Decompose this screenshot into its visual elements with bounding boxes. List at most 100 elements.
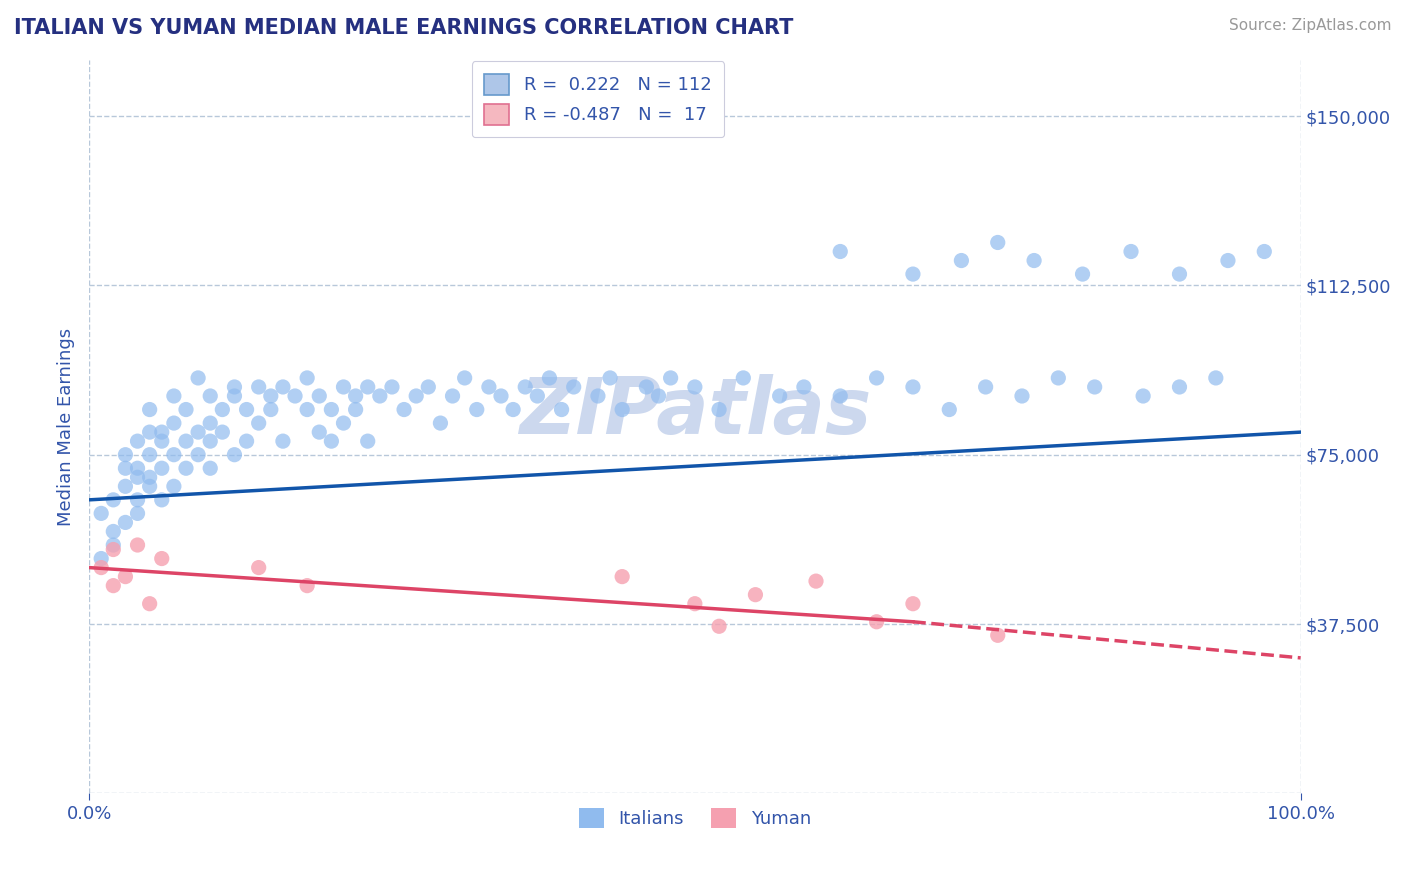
Point bbox=[636, 380, 658, 394]
Point bbox=[599, 371, 621, 385]
Point bbox=[1071, 267, 1094, 281]
Point bbox=[1047, 371, 1070, 385]
Point bbox=[332, 380, 354, 394]
Point bbox=[150, 434, 173, 449]
Point bbox=[865, 371, 887, 385]
Point bbox=[127, 470, 149, 484]
Point bbox=[550, 402, 572, 417]
Point bbox=[114, 569, 136, 583]
Point bbox=[441, 389, 464, 403]
Text: Source: ZipAtlas.com: Source: ZipAtlas.com bbox=[1229, 18, 1392, 33]
Point bbox=[127, 507, 149, 521]
Point bbox=[793, 380, 815, 394]
Point bbox=[200, 434, 222, 449]
Text: ZIPatlas: ZIPatlas bbox=[519, 374, 870, 450]
Point bbox=[515, 380, 537, 394]
Point bbox=[138, 470, 160, 484]
Point bbox=[332, 416, 354, 430]
Point bbox=[174, 434, 197, 449]
Point bbox=[247, 416, 270, 430]
Point bbox=[804, 574, 827, 588]
Point bbox=[114, 461, 136, 475]
Point bbox=[453, 371, 475, 385]
Point bbox=[295, 579, 318, 593]
Point bbox=[150, 461, 173, 475]
Point bbox=[138, 402, 160, 417]
Point bbox=[103, 538, 125, 552]
Point bbox=[284, 389, 307, 403]
Point bbox=[150, 492, 173, 507]
Point bbox=[224, 389, 246, 403]
Point bbox=[235, 402, 257, 417]
Point bbox=[174, 402, 197, 417]
Point bbox=[114, 448, 136, 462]
Point bbox=[744, 588, 766, 602]
Point bbox=[127, 492, 149, 507]
Point bbox=[321, 402, 343, 417]
Point bbox=[950, 253, 973, 268]
Point bbox=[138, 597, 160, 611]
Point bbox=[1216, 253, 1239, 268]
Point bbox=[187, 371, 209, 385]
Point bbox=[150, 425, 173, 439]
Point bbox=[1253, 244, 1275, 259]
Point bbox=[235, 434, 257, 449]
Point bbox=[103, 542, 125, 557]
Point bbox=[357, 434, 380, 449]
Y-axis label: Median Male Earnings: Median Male Earnings bbox=[58, 327, 75, 525]
Point bbox=[103, 524, 125, 539]
Point bbox=[163, 389, 186, 403]
Point bbox=[247, 380, 270, 394]
Point bbox=[381, 380, 404, 394]
Point bbox=[865, 615, 887, 629]
Point bbox=[901, 380, 924, 394]
Point bbox=[200, 389, 222, 403]
Point bbox=[562, 380, 585, 394]
Point bbox=[163, 416, 186, 430]
Point bbox=[187, 448, 209, 462]
Text: ITALIAN VS YUMAN MEDIAN MALE EARNINGS CORRELATION CHART: ITALIAN VS YUMAN MEDIAN MALE EARNINGS CO… bbox=[14, 18, 793, 37]
Point bbox=[1022, 253, 1045, 268]
Point bbox=[368, 389, 391, 403]
Point bbox=[1084, 380, 1107, 394]
Point bbox=[830, 389, 852, 403]
Point bbox=[295, 402, 318, 417]
Point bbox=[1132, 389, 1154, 403]
Point bbox=[707, 619, 730, 633]
Point bbox=[271, 380, 294, 394]
Point bbox=[538, 371, 561, 385]
Point bbox=[211, 425, 233, 439]
Point bbox=[526, 389, 548, 403]
Point bbox=[174, 461, 197, 475]
Point bbox=[465, 402, 488, 417]
Point bbox=[163, 448, 186, 462]
Point bbox=[1168, 267, 1191, 281]
Point bbox=[344, 389, 367, 403]
Point bbox=[224, 380, 246, 394]
Point bbox=[1168, 380, 1191, 394]
Point bbox=[357, 380, 380, 394]
Point bbox=[308, 389, 330, 403]
Point bbox=[683, 380, 706, 394]
Point bbox=[987, 628, 1010, 642]
Point bbox=[200, 416, 222, 430]
Point bbox=[733, 371, 755, 385]
Point bbox=[987, 235, 1010, 250]
Point bbox=[295, 371, 318, 385]
Point bbox=[1011, 389, 1033, 403]
Point bbox=[683, 597, 706, 611]
Point bbox=[103, 492, 125, 507]
Point bbox=[647, 389, 669, 403]
Point bbox=[974, 380, 997, 394]
Point bbox=[200, 461, 222, 475]
Point bbox=[321, 434, 343, 449]
Point bbox=[612, 569, 634, 583]
Point bbox=[429, 416, 451, 430]
Point bbox=[260, 402, 283, 417]
Point bbox=[271, 434, 294, 449]
Point bbox=[489, 389, 512, 403]
Point bbox=[1119, 244, 1142, 259]
Point bbox=[502, 402, 524, 417]
Point bbox=[224, 448, 246, 462]
Point bbox=[138, 425, 160, 439]
